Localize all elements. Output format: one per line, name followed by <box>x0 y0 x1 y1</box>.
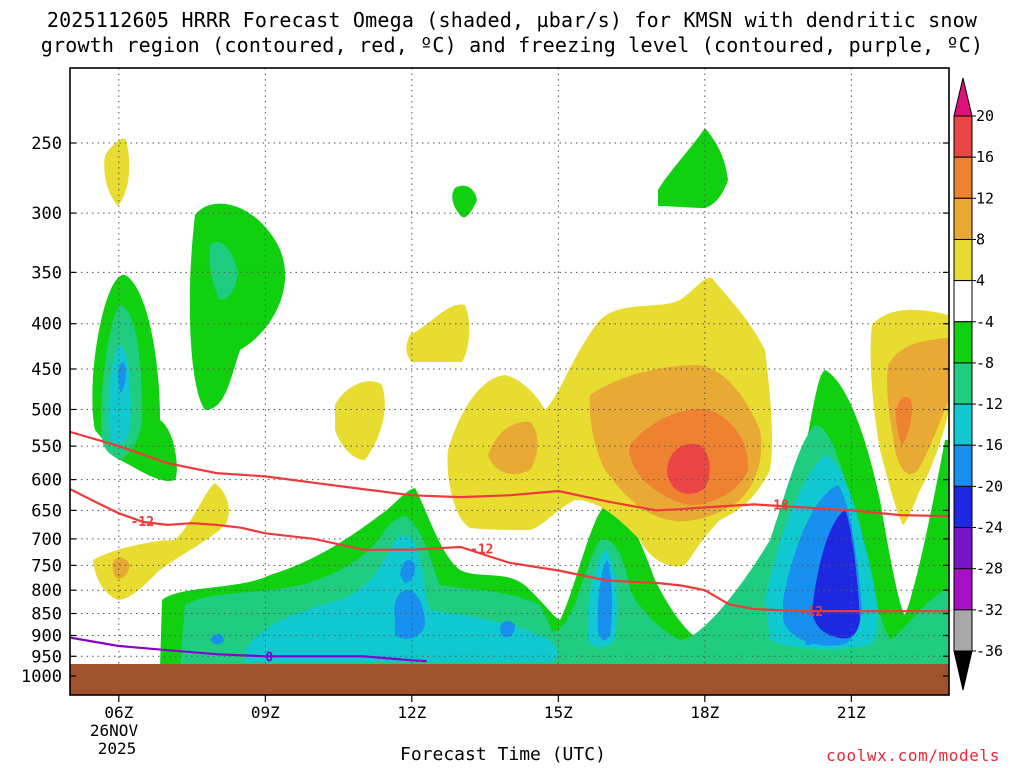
colorbar-label-10: -24 <box>976 519 1003 537</box>
ytick-label-750: 750 <box>31 556 62 576</box>
omega-contour--20to-16-16 <box>118 362 126 393</box>
ytick-label-650: 650 <box>31 501 62 521</box>
chart-title-line1: 2025112605 HRRR Forecast Omega (shaded, … <box>46 8 978 32</box>
colorbar-label-4: 4 <box>976 272 985 290</box>
omega-contour-4to8-20 <box>406 304 470 362</box>
colorbar-label-8: -16 <box>976 436 1003 454</box>
colorbar-label-1: 16 <box>976 148 994 166</box>
omega-contour-16to20-32 <box>667 443 710 494</box>
grid-lines <box>70 68 949 695</box>
colorbar-label-2: 12 <box>976 189 994 207</box>
ytick-label-450: 450 <box>31 360 62 380</box>
contour-label-3: -18 <box>765 498 789 513</box>
omega-shading <box>92 128 949 668</box>
ytick-label-250: 250 <box>31 134 62 154</box>
colorbar-label-13: -36 <box>976 642 1003 660</box>
colorbar-label-5: -4 <box>976 313 994 331</box>
colorbar-bin-12 <box>953 568 973 611</box>
omega-contour--8to-4-3 <box>452 185 477 218</box>
omega-contour--20to-16-33 <box>805 630 812 645</box>
colorbar-label-9: -20 <box>976 477 1003 495</box>
contour-label-4: 0 <box>265 650 273 665</box>
colorbar-label-7: -12 <box>976 395 1003 413</box>
xtick-label-15Z: 15Z <box>544 703 573 722</box>
omega-contour--20to-16-13 <box>500 620 515 638</box>
omega-contour-8to12-29 <box>112 557 130 579</box>
colorbar-bin-7 <box>953 362 973 405</box>
ytick-label-600: 600 <box>31 471 62 491</box>
x-axis-ticks: 06Z 09Z 12Z 15Z 18Z 21Z <box>104 695 866 722</box>
omega-contour--12to-8-7 <box>209 241 238 300</box>
isotherm-line-2 <box>70 636 427 663</box>
colorbar-bin-3 <box>953 197 973 240</box>
ytick-label-400: 400 <box>31 315 62 335</box>
colorbar-bin-1 <box>953 115 973 158</box>
xtick-label-12Z: 12Z <box>397 703 426 722</box>
omega-contour-12to16-31 <box>895 396 912 445</box>
contour-label-2: -12 <box>800 605 823 620</box>
omega-contour--24to-20-19 <box>812 510 860 639</box>
contour-label-0: -12 <box>131 515 154 530</box>
colorbar-label-12: -32 <box>976 601 1003 619</box>
colorbar-label-11: -28 <box>976 560 1003 578</box>
colorbar-bottom-arrow <box>953 650 973 691</box>
colorbar-bin-2 <box>953 156 973 199</box>
ytick-label-500: 500 <box>31 401 62 421</box>
ytick-label-350: 350 <box>31 263 62 283</box>
omega-contour--20to-16-12 <box>394 589 425 639</box>
colorbar-bin-5 <box>953 280 973 323</box>
colorbar-bin-11 <box>953 527 973 570</box>
xtick-label-21Z: 21Z <box>837 703 866 722</box>
ytick-label-800: 800 <box>31 581 62 601</box>
colorbar: 20 16 12 8 4 -4 -8 -12 -16 -20 -24 -28 -32 -36 <box>953 77 1003 691</box>
ground-layer <box>70 664 949 695</box>
ytick-label-850: 850 <box>31 605 62 625</box>
chart-title-line2: growth region (contoured, red, ºC) and f… <box>40 33 984 57</box>
colorbar-label-3: 8 <box>976 230 985 248</box>
colorbar-label-6: -8 <box>976 354 994 372</box>
y-axis-ticks: 2503003504004505005506006507007508008509… <box>21 134 949 687</box>
colorbar-top-arrow <box>953 77 973 117</box>
colorbar-bin-13 <box>953 609 973 652</box>
omega-contour-4to8-22 <box>335 381 385 460</box>
ytick-label-300: 300 <box>31 204 62 224</box>
contour-label-1: -12 <box>470 543 493 558</box>
omega-contour--20to-16-14 <box>210 634 224 645</box>
ytick-label-900: 900 <box>31 626 62 646</box>
colorbar-bin-4 <box>953 238 973 282</box>
omega-contour-4to8-21 <box>104 138 130 206</box>
colorbar-bin-10 <box>953 485 973 529</box>
ytick-label-700: 700 <box>31 530 62 550</box>
colorbar-label-0: 20 <box>976 107 994 125</box>
xtick-label-09Z: 09Z <box>251 703 280 722</box>
omega-contour--8to-4-4 <box>658 128 728 208</box>
colorbar-bin-6 <box>953 321 973 364</box>
x-axis-label: Forecast Time (UTC) <box>400 744 606 765</box>
colorbar-bin-9 <box>953 444 973 487</box>
isotherm-line-0 <box>70 488 949 613</box>
xtick-label-18Z: 18Z <box>690 703 719 722</box>
ytick-label-1000: 1000 <box>21 667 62 687</box>
ytick-label-550: 550 <box>31 437 62 457</box>
ytick-label-950: 950 <box>31 647 62 667</box>
colorbar-bin-8 <box>953 403 973 446</box>
credit-text: coolwx.com/models <box>826 746 1000 765</box>
temperature-contours: -12 -12 -12 -18 0 <box>70 430 949 665</box>
plot-frame <box>69 67 950 696</box>
omega-contour-8to12-26 <box>488 421 538 475</box>
xtick-label-06Z: 06Z <box>104 703 133 722</box>
date-label-year: 2025 <box>98 739 137 758</box>
date-label-day: 26NOV <box>90 721 139 740</box>
isotherm-line-1 <box>70 430 949 518</box>
